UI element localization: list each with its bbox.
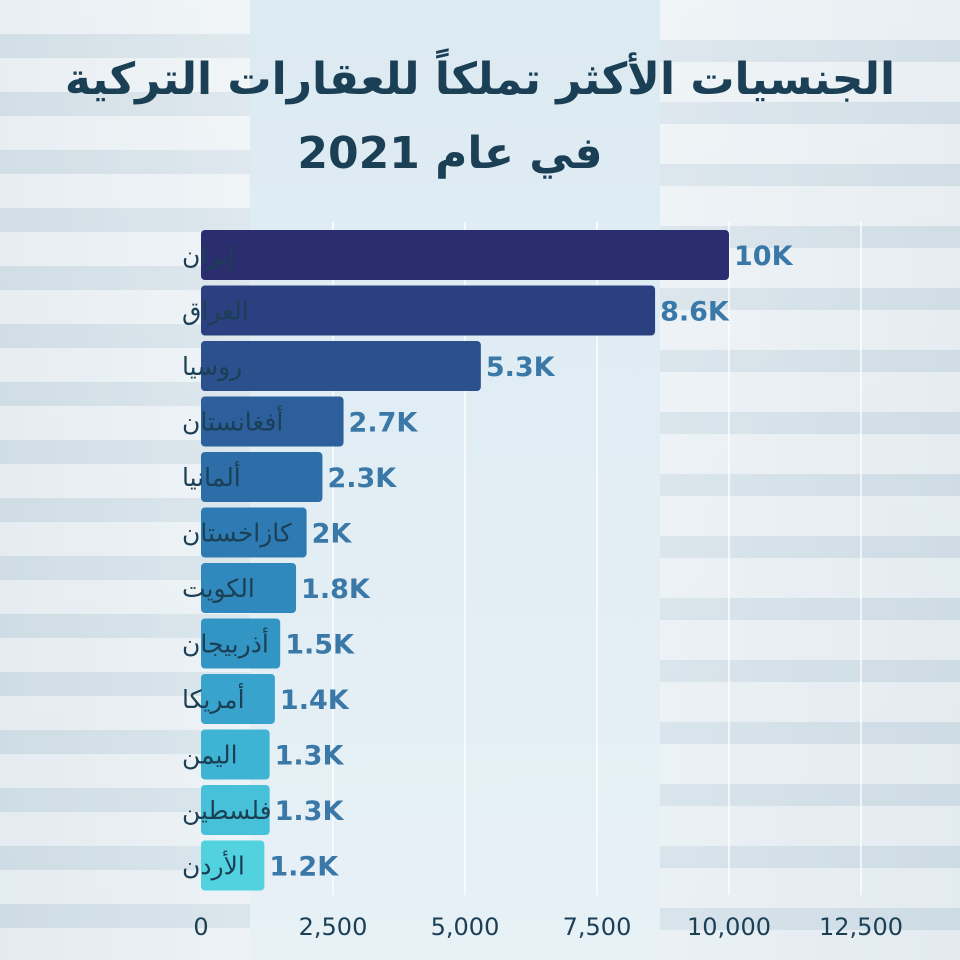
x-tick-label: 10,000 — [687, 913, 771, 941]
value-label: 1.3K — [275, 741, 345, 772]
category-label: ألمانيا — [182, 460, 241, 492]
value-label: 1.5K — [285, 630, 355, 661]
category-label: أمريكا — [182, 682, 245, 714]
value-label: 2K — [312, 519, 353, 550]
bar — [201, 507, 307, 558]
category-label: الكويت — [182, 574, 255, 603]
x-tick-label: 2,500 — [299, 913, 368, 941]
category-label: إيران — [182, 241, 235, 271]
value-label: 1.8K — [301, 574, 371, 605]
bar — [201, 285, 656, 336]
bar — [201, 785, 270, 835]
value-label: 2.7K — [349, 408, 419, 439]
x-tick-label: 5,000 — [431, 913, 500, 941]
value-label: 2.3K — [327, 463, 397, 494]
bar — [201, 563, 297, 613]
category-label: أفغانستان — [182, 405, 283, 437]
bar — [201, 452, 323, 502]
bar — [201, 230, 729, 280]
bar — [201, 341, 481, 391]
category-label: العراق — [182, 297, 249, 326]
value-label: 10K — [734, 241, 794, 272]
x-tick-label: 0 — [193, 913, 208, 941]
category-label: روسيا — [182, 352, 242, 382]
value-label: 8.6K — [660, 297, 730, 328]
value-label: 5.3K — [486, 352, 556, 383]
category-label: الأردن — [182, 850, 245, 881]
bar — [201, 729, 270, 780]
chart-subtitle: في عام 2021 — [297, 128, 603, 179]
bar — [201, 618, 281, 669]
chart-title-block: الجنسيات الأكثر تملكاً للعقارات التركية … — [0, 52, 960, 182]
bar — [201, 840, 265, 891]
category-label: اليمن — [182, 741, 238, 770]
x-tick-label: 7,500 — [563, 913, 632, 941]
bar — [201, 396, 344, 447]
category-label: فلسطين — [182, 796, 272, 825]
category-label: أذربيجان — [182, 627, 269, 659]
category-label: كازاخستان — [182, 519, 292, 548]
bar — [201, 674, 275, 724]
chart-title: الجنسيات الأكثر تملكاً للعقارات التركية — [64, 54, 896, 105]
value-label: 1.2K — [269, 852, 339, 883]
value-label: 1.4K — [280, 685, 350, 716]
x-tick-label: 12,500 — [819, 913, 903, 941]
value-label: 1.3K — [275, 796, 345, 827]
